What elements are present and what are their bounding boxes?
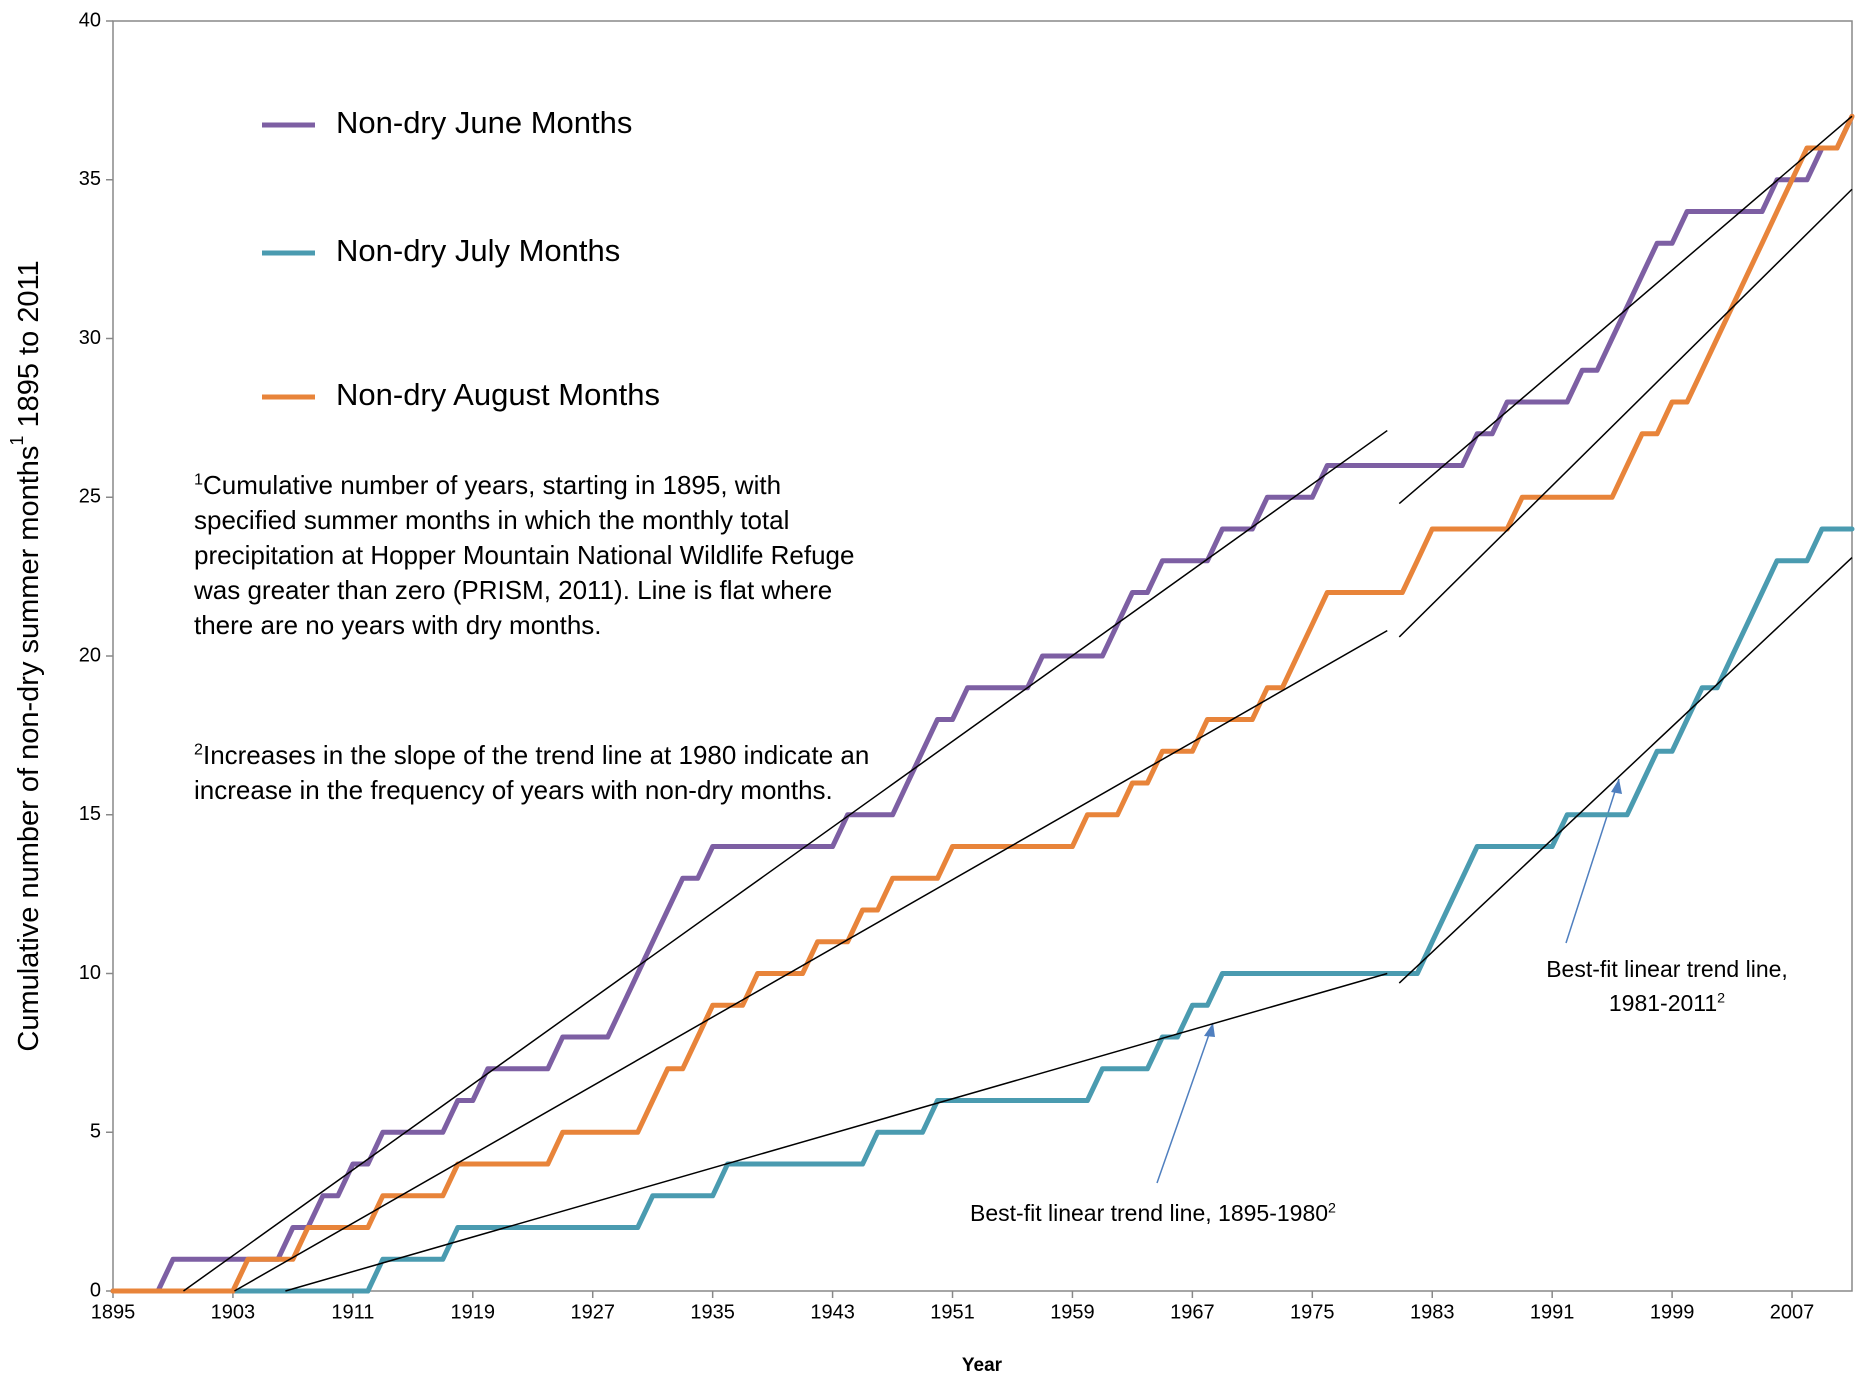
trend-line <box>1398 188 1853 638</box>
y-label-sup: 1 <box>7 436 27 446</box>
x-tick-label: 1983 <box>1410 1301 1455 1323</box>
y-label-text: Cumulative number of non-dry summer mont… <box>13 446 45 1052</box>
annotation: Best-fit linear trend line, 1981-20112 <box>1527 952 1807 1020</box>
x-tick-label: 1959 <box>1050 1301 1095 1323</box>
y-tick-label: 0 <box>90 1279 101 1301</box>
y-tick-label: 15 <box>79 803 101 825</box>
footnote: 2Increases in the slope of the trend lin… <box>194 738 884 808</box>
y-tick-label: 25 <box>79 486 101 508</box>
x-tick-label: 1935 <box>690 1301 735 1323</box>
trend-line <box>183 429 1388 1292</box>
y-label-after: 1895 to 2011 <box>13 260 45 435</box>
footnote-mark: 2 <box>194 740 203 759</box>
x-tick-label: 1895 <box>91 1301 136 1323</box>
x-tick-label: 1927 <box>570 1301 615 1323</box>
x-tick-label: 1911 <box>331 1301 374 1323</box>
y-tick-label: 10 <box>79 962 101 984</box>
legend-label: Non-dry June Months <box>336 105 632 140</box>
series-line <box>110 113 1855 1294</box>
x-tick-label: 1951 <box>930 1301 975 1323</box>
trend-line <box>234 629 1388 1292</box>
y-axis-label: Cumulative number of non-dry summer mont… <box>7 260 45 1051</box>
x-axis-label: Year <box>962 1355 1003 1376</box>
x-tick-label: 2007 <box>1770 1301 1815 1323</box>
x-tick-label: 1903 <box>211 1301 256 1323</box>
annotation-arrow <box>1565 778 1620 944</box>
footnote-text: Increases in the slope of the trend line… <box>194 740 870 805</box>
footnote: 1Cumulative number of years, starting in… <box>194 468 884 643</box>
x-tick-label: 1967 <box>1170 1301 1215 1323</box>
footnote-text: Cumulative number of years, starting in … <box>194 470 855 640</box>
y-tick-label: 5 <box>90 1121 101 1143</box>
trend-line <box>1398 557 1853 984</box>
arrow-head <box>1204 1023 1215 1037</box>
y-tick-label: 20 <box>79 644 101 666</box>
trend-line <box>1398 115 1853 505</box>
series-line <box>110 113 1855 1294</box>
annotation: Best-fit linear trend line, 1895-19802 <box>893 1196 1413 1230</box>
y-tick-label: 35 <box>79 168 101 190</box>
legend-label: Non-dry August Months <box>336 377 660 412</box>
trend-line <box>285 972 1388 1292</box>
x-tick-label: 1991 <box>1530 1301 1575 1323</box>
x-tick-label: 1999 <box>1650 1301 1695 1323</box>
x-tick-label: 1943 <box>810 1301 855 1323</box>
x-tick-label: 1975 <box>1290 1301 1335 1323</box>
annotation-text: Best-fit linear trend line, 1895-1980 <box>970 1200 1329 1226</box>
footnote-mark: 1 <box>194 470 203 489</box>
y-tick-label: 40 <box>79 9 101 31</box>
annotation-sup: 2 <box>1717 990 1726 1007</box>
arrow-head <box>1611 779 1622 794</box>
y-tick-label: 30 <box>79 327 101 349</box>
legend-label: Non-dry July Months <box>336 233 620 268</box>
series-line <box>110 526 1855 1294</box>
annotation-text: Best-fit linear trend line, 1981-2011 <box>1546 956 1788 1016</box>
x-tick-label: 1919 <box>451 1301 496 1323</box>
annotation-sup: 2 <box>1328 1200 1336 1217</box>
annotation-arrow <box>1156 1022 1214 1184</box>
